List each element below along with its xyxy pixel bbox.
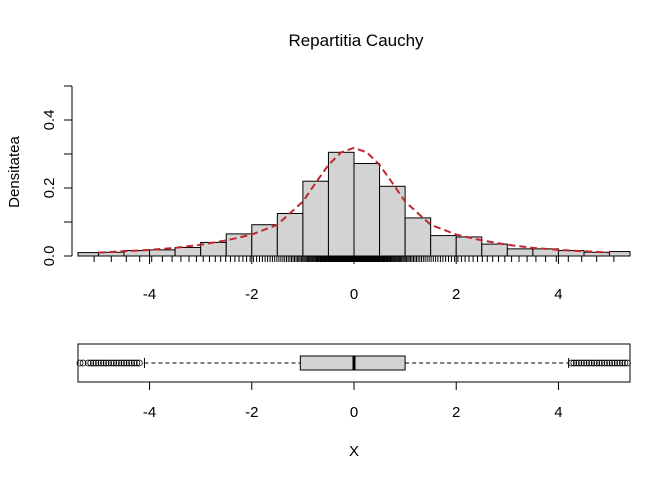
- histogram-bar-3: [149, 249, 176, 257]
- boxplot-outlier-high-1: [570, 359, 578, 367]
- boxplot-outlier-low-7: [100, 359, 107, 367]
- histogram-y-axis: 0.0 0.2 0.4: [41, 85, 73, 267]
- histogram-y-tick-label-2: 0.4: [41, 110, 58, 131]
- boxplot-outlier-low-18: [128, 359, 136, 367]
- y-axis-label: Densitatea: [6, 135, 23, 207]
- histogram-x-tick-label-4: 4: [554, 286, 562, 303]
- histogram-bar-5: [200, 241, 227, 257]
- histogram-bar-10: [327, 151, 355, 257]
- boxplot-outlier-low-15: [120, 359, 128, 367]
- boxplot-outlier-edge: [76, 359, 84, 367]
- boxplot-outlier-high-10: [593, 359, 601, 367]
- boxplot-outlier-high-8: [588, 359, 596, 367]
- histogram-x-tick-label-2: 0: [350, 286, 358, 303]
- boxplot-outlier-high-9: [590, 359, 598, 367]
- histogram-y-tick-label-1: 0.2: [41, 178, 58, 199]
- density-curve-line: [98, 146, 610, 254]
- boxplot-outlier-high-13: [601, 359, 608, 367]
- histogram-bar-21: [609, 251, 631, 257]
- boxplot-x-axis: -4 -2 0 2 4: [143, 382, 563, 421]
- boxplot-outlier-high-18: [613, 359, 621, 367]
- histogram-bar-14: [430, 235, 457, 257]
- histogram-bar-16: [481, 243, 508, 257]
- histogram-x-tick-label-3: 2: [452, 286, 460, 303]
- boxplot-outlier-high-5: [580, 359, 588, 367]
- boxplot-outlier-high-17: [611, 359, 619, 367]
- boxplot-outlier-high-2: [572, 359, 580, 367]
- histogram-bar-11: [353, 163, 381, 257]
- boxplot-outlier-low-10: [107, 359, 115, 367]
- histogram-bar-6: [225, 233, 253, 257]
- boxplot-outlier-low-0: [79, 359, 87, 367]
- boxplot-outlier-high-14: [603, 359, 611, 367]
- boxplot-outlier-high-19: [616, 359, 624, 367]
- boxplot-outlier-low-21: [135, 359, 143, 367]
- histogram-bars: [77, 151, 631, 257]
- boxplot-outlier-low-2: [87, 359, 95, 367]
- boxplot-outlier-low-11: [110, 359, 118, 367]
- histogram-bar-4: [174, 247, 202, 257]
- boxplot-x-tick-label-4: 4: [554, 404, 562, 421]
- histogram-bar-13: [404, 217, 432, 257]
- boxplot-x-tick-label-2: 0: [350, 404, 358, 421]
- boxplot-outlier-low-5: [95, 359, 102, 367]
- boxplot-outlier-high-20: [618, 359, 626, 367]
- boxplot-outlier-high-7: [585, 359, 593, 367]
- boxplot-outlier-high-16: [608, 359, 616, 367]
- chart-title: Repartitia Cauchy: [288, 31, 424, 50]
- boxplot-outlier-high-22: [624, 359, 631, 367]
- boxplot-outlier-low-17: [125, 359, 133, 367]
- boxplot-outlier-low-8: [102, 359, 110, 367]
- boxplot-outlier-high-3: [575, 359, 583, 367]
- histogram-y-tick-label-0: 0.0: [41, 246, 58, 267]
- boxplot-outlier-low-9: [105, 359, 113, 367]
- boxplot-outlier-high-4: [578, 359, 585, 367]
- boxplot-outlier-high-15: [606, 359, 613, 367]
- boxplot-outlier-low-12: [112, 359, 120, 367]
- boxplot-outlier-high-21: [621, 359, 629, 367]
- boxplot-outlier-low-6: [97, 359, 105, 367]
- boxplot-outlier-high-11: [595, 359, 603, 367]
- histogram-bar-8: [276, 213, 304, 257]
- histogram-x-tick-label-1: -2: [245, 286, 258, 303]
- histogram-bar-17: [506, 248, 534, 257]
- boxplot-outlier-high-12: [598, 359, 606, 367]
- boxplot-x-tick-label-1: -2: [245, 404, 258, 421]
- boxplot-outlier-low-1: [84, 359, 92, 367]
- boxplot-outlier-high-0: [567, 359, 575, 367]
- boxplot-outlier-low-20: [133, 359, 141, 367]
- boxplot-x-tick-label-3: 2: [452, 404, 460, 421]
- boxplot-outlier-low-3: [89, 359, 97, 367]
- histogram-x-axis: -4 -2 0 2 4: [143, 255, 563, 303]
- boxplot-outlier-low-13: [115, 359, 123, 367]
- boxplot-outlier-high-6: [583, 359, 590, 367]
- histogram-x-tick-label-0: -4: [143, 286, 156, 303]
- boxplot-outlier-low-19: [130, 359, 138, 367]
- rug-marks: [93, 256, 615, 262]
- x-axis-label: X: [349, 443, 359, 460]
- density-curve-group: [98, 146, 610, 254]
- boxplot-outlier-low-4: [92, 359, 100, 367]
- boxplot-outlier-low-14: [118, 359, 125, 367]
- boxplot-outlier-low-16: [123, 359, 130, 367]
- histogram-bar-12: [379, 185, 406, 257]
- boxplot: [76, 343, 631, 383]
- histogram-bar-0: [77, 252, 99, 257]
- histogram-bar-9: [302, 180, 329, 257]
- boxplot-x-tick-label-0: -4: [143, 404, 156, 421]
